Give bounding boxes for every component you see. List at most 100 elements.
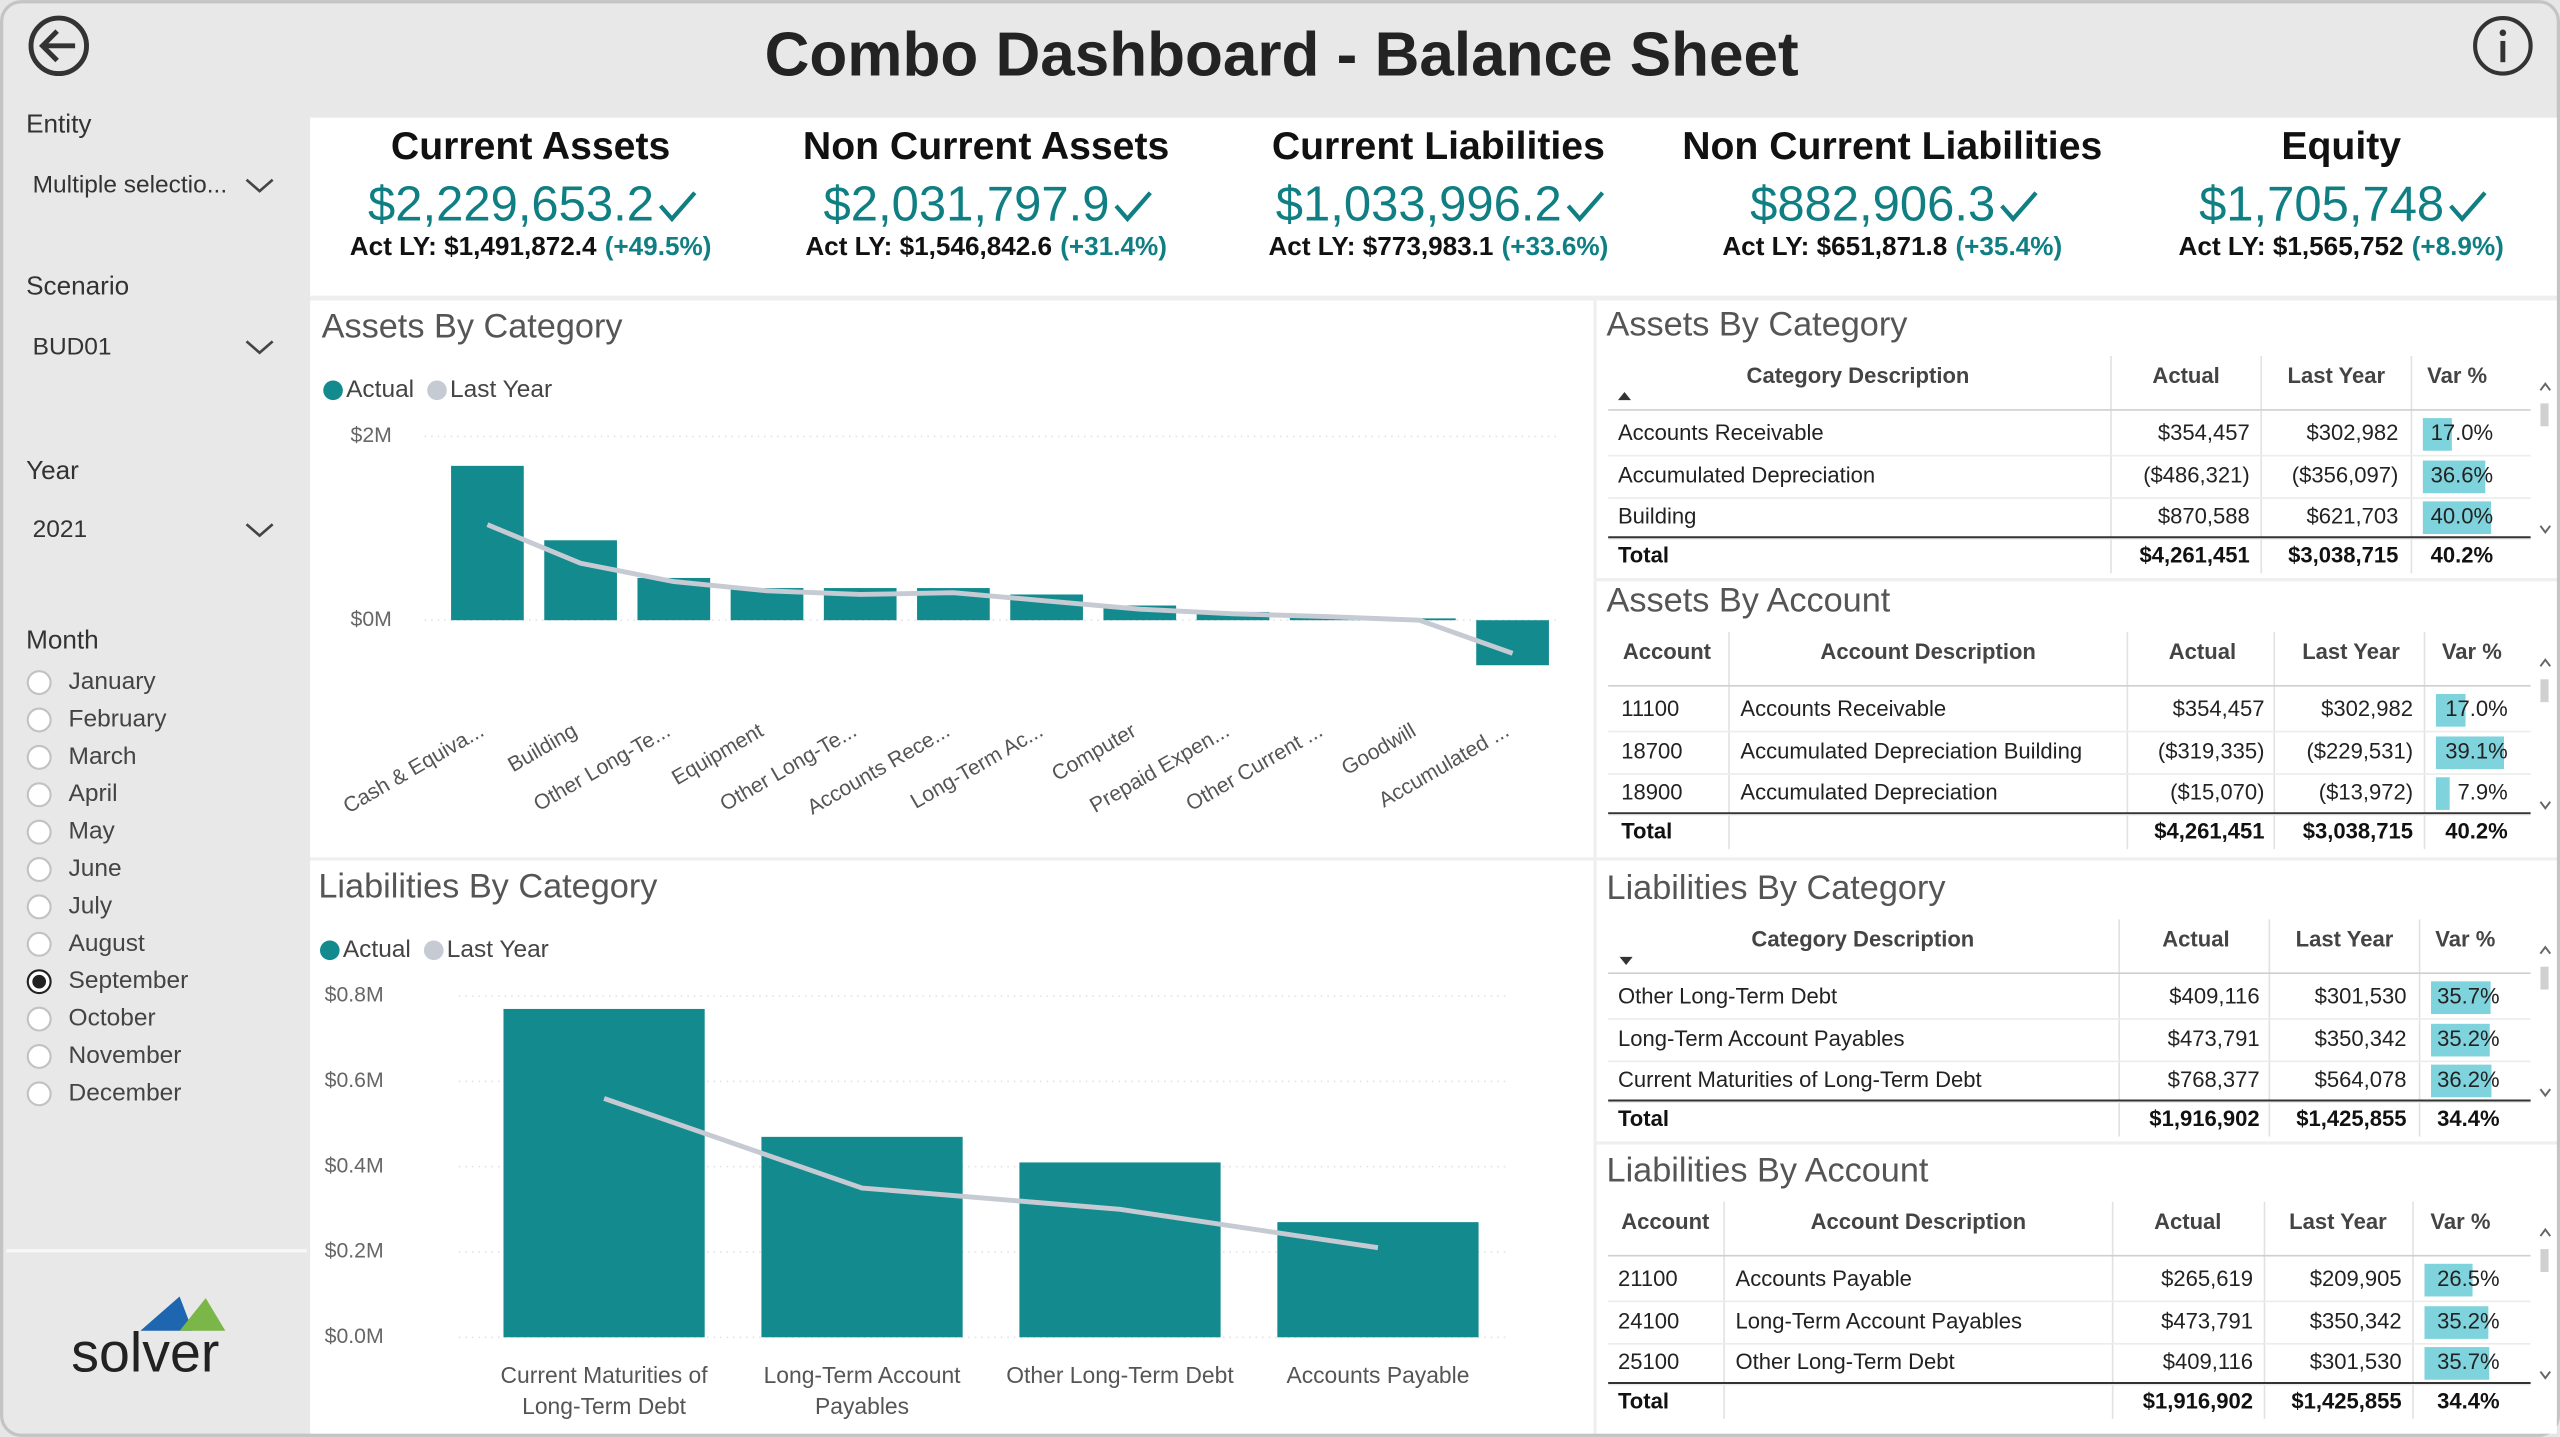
table-cell: 40.0% bbox=[2431, 504, 2493, 529]
radio-button[interactable] bbox=[26, 782, 52, 808]
back-button[interactable] bbox=[28, 15, 89, 77]
column-header[interactable]: Account Description bbox=[1820, 639, 2035, 664]
month-option[interactable]: December bbox=[69, 1079, 182, 1106]
scroll-up[interactable] bbox=[2539, 945, 2551, 955]
table-cell: $350,342 bbox=[2310, 1308, 2402, 1333]
column-header[interactable]: Last Year bbox=[2289, 1209, 2387, 1234]
radio-button[interactable] bbox=[26, 931, 52, 957]
column-header[interactable]: Actual bbox=[2162, 926, 2229, 951]
column-header[interactable]: Var % bbox=[2435, 926, 2495, 951]
info-circle[interactable] bbox=[2473, 16, 2533, 76]
column-header[interactable]: Category Description bbox=[1747, 363, 1970, 388]
column-header[interactable]: Actual bbox=[2154, 1209, 2221, 1234]
radio-button[interactable] bbox=[26, 1043, 52, 1069]
scroll-thumb[interactable] bbox=[2540, 966, 2549, 990]
table-cell: ($15,070) bbox=[2170, 779, 2264, 804]
legend-label: Last Year bbox=[450, 376, 552, 403]
table-total: Total bbox=[1618, 543, 1669, 568]
x-tick-label: Long-Term Account Payables bbox=[763, 1361, 961, 1419]
table-total: Total bbox=[1618, 1388, 1669, 1413]
radio-dot[interactable] bbox=[32, 974, 47, 989]
filter-value[interactable]: Multiple selectio... bbox=[33, 172, 227, 199]
month-option[interactable]: January bbox=[69, 668, 157, 695]
kpi-change: (+33.6%) bbox=[1502, 231, 1609, 261]
kpi-check bbox=[658, 191, 697, 223]
table-total: $1,425,855 bbox=[2296, 1106, 2406, 1131]
info-button[interactable] bbox=[2473, 16, 2533, 76]
var-bar bbox=[2424, 1306, 2489, 1339]
scroll-thumb[interactable] bbox=[2540, 679, 2549, 703]
column-header[interactable]: Last Year bbox=[2288, 363, 2386, 388]
radio-button[interactable] bbox=[26, 744, 52, 770]
table-total: $3,038,715 bbox=[2303, 819, 2413, 844]
month-option[interactable]: June bbox=[69, 855, 122, 882]
radio-button[interactable] bbox=[26, 1006, 52, 1032]
kpi-check bbox=[2000, 191, 2038, 223]
radio-button[interactable] bbox=[26, 894, 52, 920]
column-header[interactable]: Account bbox=[1621, 1209, 1710, 1234]
back-arrow[interactable] bbox=[38, 29, 76, 63]
bar bbox=[1019, 1162, 1221, 1338]
column-header[interactable]: Var % bbox=[2442, 639, 2502, 664]
radio-button[interactable] bbox=[26, 819, 52, 845]
kpi-title: Current Liabilities bbox=[1272, 125, 1605, 168]
table-cell: $409,116 bbox=[2163, 1349, 2253, 1374]
month-option[interactable]: September bbox=[69, 967, 189, 994]
month-option[interactable]: July bbox=[69, 892, 113, 919]
column-header[interactable]: Var % bbox=[2427, 363, 2487, 388]
dropdown-chevron[interactable] bbox=[245, 523, 274, 538]
column-header[interactable]: Category Description bbox=[1751, 926, 1974, 951]
month-option[interactable]: May bbox=[69, 818, 116, 845]
legend-marker bbox=[320, 940, 340, 961]
scroll-thumb[interactable] bbox=[2540, 403, 2549, 427]
column-header[interactable]: Last Year bbox=[2296, 926, 2394, 951]
filter-value[interactable]: 2021 bbox=[33, 516, 87, 543]
y-tick-label: $2M bbox=[351, 424, 392, 447]
column-header[interactable]: Actual bbox=[2152, 363, 2219, 388]
column-header[interactable]: Var % bbox=[2430, 1209, 2490, 1234]
month-option[interactable]: February bbox=[69, 705, 168, 732]
month-option[interactable]: August bbox=[69, 930, 145, 957]
y-tick-label: $0.6M bbox=[325, 1069, 384, 1092]
radio-button[interactable] bbox=[26, 670, 52, 696]
scroll-down[interactable] bbox=[2539, 525, 2551, 535]
table-cell: $265,619 bbox=[2161, 1266, 2253, 1291]
back-circle[interactable] bbox=[28, 15, 89, 77]
month-option[interactable]: March bbox=[69, 743, 137, 770]
table-cell: 35.7% bbox=[2437, 984, 2499, 1009]
filter-value[interactable]: BUD01 bbox=[33, 333, 112, 360]
scroll-up[interactable] bbox=[2539, 1227, 2551, 1237]
column-header[interactable]: Account Description bbox=[1811, 1209, 2026, 1234]
table-total: 40.2% bbox=[2445, 819, 2508, 844]
radio-button[interactable] bbox=[26, 707, 52, 733]
table-title: Assets By Category bbox=[1607, 306, 1909, 344]
month-option[interactable]: November bbox=[69, 1042, 182, 1069]
dropdown-chevron[interactable] bbox=[245, 340, 274, 355]
kpi-check bbox=[2449, 191, 2487, 223]
info-dot[interactable] bbox=[2499, 29, 2507, 37]
x-tick-label-box: Accounts Payable bbox=[1286, 1362, 1469, 1388]
month-option[interactable]: October bbox=[69, 1005, 156, 1032]
table-cell: ($13,972) bbox=[2319, 779, 2413, 804]
scroll-up[interactable] bbox=[2539, 658, 2551, 667]
y-tick-label: $0.2M bbox=[325, 1240, 384, 1263]
table-cell: Building bbox=[1618, 504, 1696, 529]
column-header[interactable]: Last Year bbox=[2302, 639, 2400, 664]
sort-indicator[interactable] bbox=[1619, 956, 1633, 966]
scroll-thumb[interactable] bbox=[2540, 1249, 2549, 1272]
sort-indicator[interactable] bbox=[1617, 391, 1632, 401]
kpi-last-year: Act LY: $1,546,842.6 bbox=[805, 231, 1052, 261]
var-bar bbox=[2435, 777, 2450, 810]
bar bbox=[451, 465, 524, 621]
scroll-down[interactable] bbox=[2539, 1088, 2551, 1098]
column-header[interactable]: Account bbox=[1623, 639, 1712, 664]
scroll-down[interactable] bbox=[2539, 1370, 2551, 1380]
table-cell: 39.1% bbox=[2445, 739, 2507, 764]
radio-button[interactable] bbox=[26, 1081, 52, 1107]
month-option[interactable]: April bbox=[69, 780, 118, 807]
dropdown-chevron[interactable] bbox=[245, 178, 274, 193]
radio-button[interactable] bbox=[26, 857, 52, 883]
column-header[interactable]: Actual bbox=[2169, 639, 2236, 664]
scroll-down[interactable] bbox=[2539, 801, 2551, 810]
scroll-up[interactable] bbox=[2539, 382, 2551, 391]
